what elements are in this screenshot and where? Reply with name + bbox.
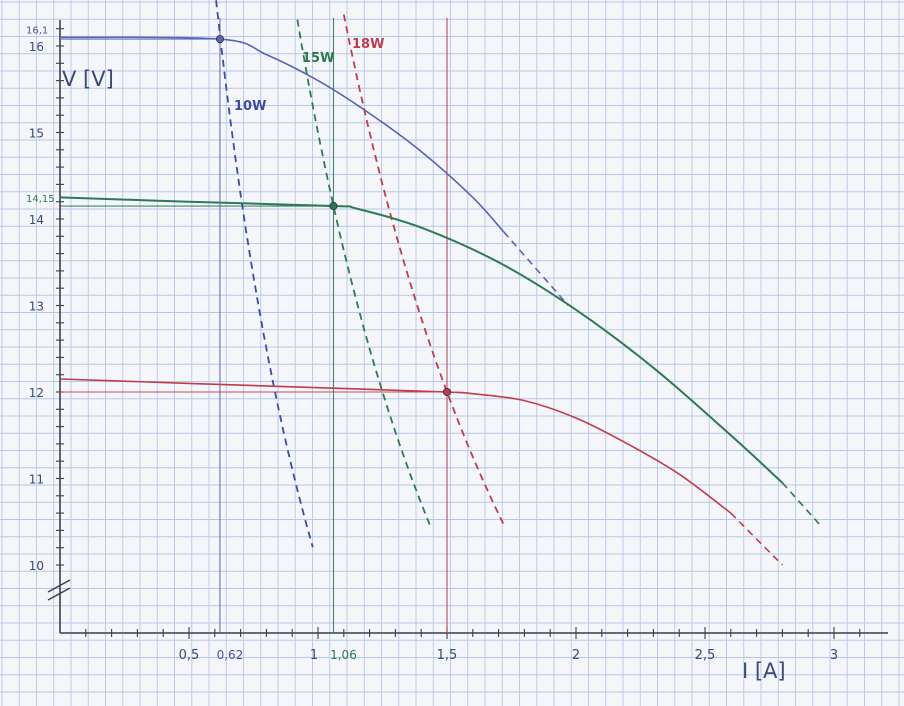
- x-tick-label: 1: [310, 648, 318, 663]
- x-tick-label: 0,5: [179, 648, 200, 663]
- guide-lines: [60, 18, 448, 633]
- y-axis-title: V [V]: [62, 67, 114, 91]
- x-tick-label: 2,5: [695, 648, 716, 663]
- iv-curve-2: [59, 378, 732, 514]
- iv-curve-extension-1: [781, 482, 822, 527]
- operating-point-0: [215, 35, 224, 44]
- series-curves: [59, 35, 822, 566]
- iv-curve-0: [59, 36, 505, 233]
- power-curves: [215, 0, 505, 548]
- highlight-y-label: 16,1: [26, 25, 48, 36]
- iv-curve-extension-0: [503, 231, 569, 307]
- operating-point-2: [442, 387, 451, 396]
- y-tick-label: 14: [29, 213, 44, 227]
- operating-point-1: [329, 202, 338, 211]
- labels: 10 11 12 13 14 15 16 0,5 1 1,5 2 2,5 3 0,62 1,06 16,1 14…: [26, 25, 838, 683]
- power-curve-18W: [342, 14, 505, 526]
- y-tick-label: 12: [29, 386, 44, 400]
- power-curve-10W: [215, 0, 314, 548]
- y-tick-label: 13: [29, 300, 44, 314]
- power-label-10W: 10W: [234, 99, 266, 114]
- highlight-x-label: 1,06: [330, 648, 357, 662]
- x-tick-label: 2: [572, 648, 580, 663]
- iv-curve-1: [59, 196, 784, 484]
- y-tick-label: 15: [29, 127, 44, 141]
- y-tick-label: 16: [29, 40, 44, 54]
- axis-break-mark: [47, 587, 71, 601]
- x-axis-title: I [A]: [742, 659, 786, 683]
- axis-break-mark: [47, 579, 71, 593]
- power-curve-15W: [296, 19, 433, 530]
- y-tick-label: 10: [29, 559, 44, 573]
- x-tick-label: 1,5: [437, 648, 458, 663]
- axes: [47, 20, 888, 639]
- power-label-18W: 18W: [352, 37, 384, 52]
- highlight-y-label: 14,15: [26, 194, 55, 205]
- y-tick-label: 11: [29, 473, 44, 487]
- x-tick-label: 3: [830, 648, 838, 663]
- highlight-x-label: 0,62: [217, 648, 244, 662]
- iv-curve-extension-2: [730, 512, 783, 566]
- power-label-15W: 15W: [302, 51, 334, 66]
